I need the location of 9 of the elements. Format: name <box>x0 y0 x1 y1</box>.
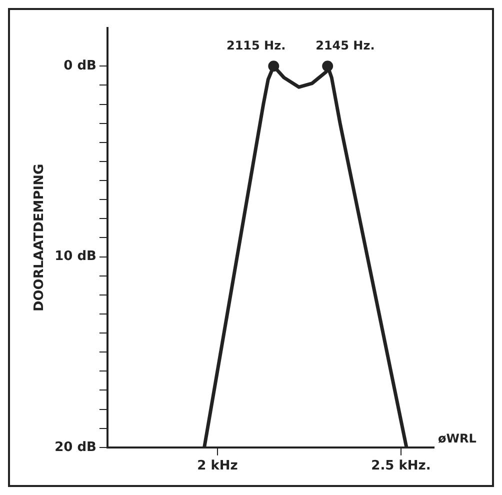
y-tick-label: 10 dB <box>54 249 96 264</box>
text: øWRL <box>438 432 477 446</box>
x-tick-label: 2.5 kHz. <box>371 458 431 474</box>
y-axis-title: DOORLAATDEMPING <box>32 164 48 312</box>
annotation: 2115 Hz. <box>226 38 286 52</box>
x-tick-label: 2 kHz <box>197 458 238 474</box>
y-tick-label: 0 dB <box>64 58 96 74</box>
annotation: 2145 Hz. <box>316 38 375 52</box>
y-tick-label: 20 dB <box>54 440 96 455</box>
